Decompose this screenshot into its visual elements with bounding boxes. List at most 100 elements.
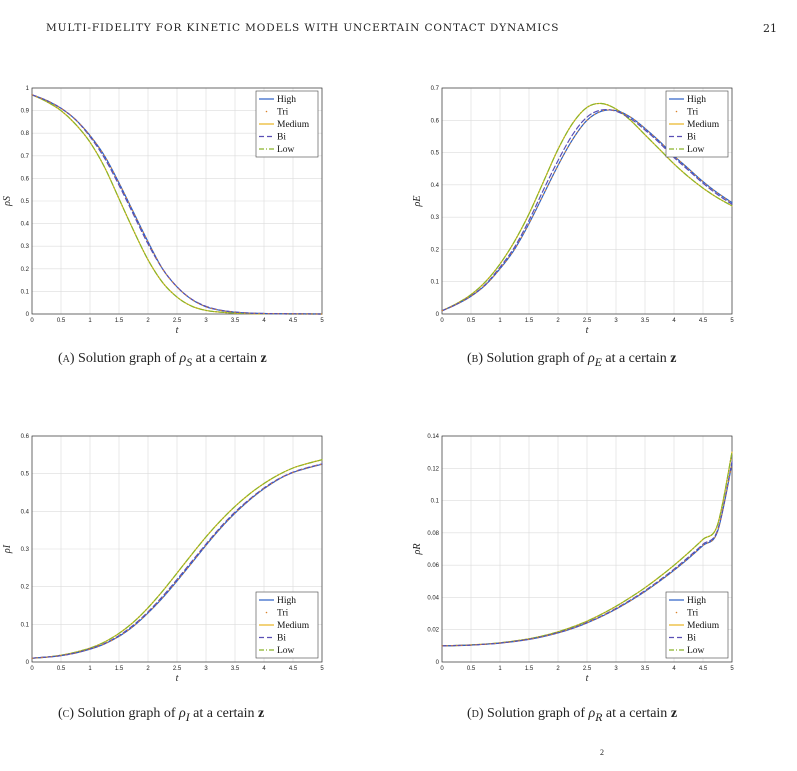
- plot-frame: [441, 435, 733, 663]
- legend-label-tri: Tri: [277, 609, 289, 619]
- y-tick-label: 0.7: [21, 154, 30, 160]
- chart-rho-r: 0 0.5 1 1.5 2 2.5 3 3.5 4 4.5 5 0 0.02 0.04 0.06 0.08 0.…: [412, 434, 734, 684]
- y-tick-label: 0.1: [431, 499, 440, 505]
- footer-fragment: 2: [600, 748, 604, 757]
- caption-text: Solution graph of: [487, 706, 586, 721]
- caption-label: (d): [467, 706, 484, 721]
- x-tick-label: 4: [672, 318, 676, 324]
- legend-label-low: Low: [687, 646, 705, 656]
- series-line-low: [31, 459, 323, 659]
- x-tick-label: 1: [88, 666, 92, 672]
- legend-label-bi: Bi: [687, 634, 696, 644]
- figure-panel-d: 0 0.5 1 1.5 2 2.5 3 3.5 4 4.5 5 0 0.02 0.04 0.06 0.08 0.…: [410, 428, 750, 748]
- legend-label-medium: Medium: [687, 120, 720, 130]
- x-tick-label: 0: [30, 666, 34, 672]
- x-tick-label: 1: [498, 666, 502, 672]
- y-tick-label: 0.4: [21, 509, 30, 515]
- series-line-tri: [31, 463, 323, 659]
- caption-text-after: at a certain: [195, 351, 258, 366]
- plot-frame: [441, 87, 733, 315]
- y-tick-label: 0.14: [427, 434, 439, 440]
- page-number: 21: [763, 22, 777, 35]
- y-axis-label: ρR: [412, 544, 423, 556]
- x-tick-label: 4.5: [699, 318, 708, 324]
- y-tick-label: 0: [436, 312, 440, 318]
- legend-label-medium: Medium: [277, 621, 310, 631]
- caption-text: Solution graph of: [486, 351, 585, 366]
- caption-bold: z: [258, 706, 265, 721]
- y-tick-label: 0.06: [427, 563, 439, 569]
- legend-label-bi: Bi: [277, 634, 286, 644]
- caption-subscript: I: [185, 710, 190, 724]
- plot-frame: [31, 87, 323, 315]
- caption-bold: z: [670, 351, 677, 366]
- y-tick-label: 0.7: [431, 86, 440, 92]
- caption-text-after: at a certain: [193, 706, 255, 721]
- x-tick-label: 1.5: [525, 666, 534, 672]
- x-tick-label: 3.5: [231, 318, 240, 324]
- series-line-bi: [441, 108, 733, 312]
- x-tick-label: 1.5: [525, 318, 534, 324]
- y-tick-label: 0.2: [21, 267, 30, 273]
- x-tick-label: 0: [440, 666, 444, 672]
- y-tick-label: 0.1: [431, 280, 440, 286]
- x-tick-label: 2: [146, 666, 150, 672]
- running-header: MULTI-FIDELITY FOR KINETIC MODELS WITH U…: [0, 22, 797, 38]
- caption-subscript: S: [186, 355, 193, 369]
- y-tick-label: 0: [26, 312, 30, 318]
- x-tick-label: 3: [204, 666, 208, 672]
- legend-swatch-tri: [675, 611, 678, 614]
- x-tick-label: 5: [320, 318, 324, 324]
- y-tick-label: 0: [26, 660, 30, 666]
- legend-box: [255, 90, 319, 158]
- x-tick-label: 1.5: [115, 666, 124, 672]
- caption-label: (c): [58, 706, 74, 721]
- x-tick-label: 2.5: [583, 318, 592, 324]
- caption-bold: z: [260, 351, 267, 366]
- y-tick-label: 0.5: [431, 151, 440, 157]
- caption-bold: z: [670, 706, 678, 721]
- caption-text: Solution graph of: [78, 351, 177, 366]
- y-tick-label: 0.6: [21, 176, 30, 182]
- x-tick-label: 3.5: [641, 318, 650, 324]
- legend-label-low: Low: [277, 145, 295, 155]
- caption-subscript: R: [595, 710, 603, 724]
- chart-rho-e: 0 0.5 1 1.5 2 2.5 3 3.5 4 4.5 5 0 0.1 0.2 0.3 0.4 0.5 0.6…: [412, 86, 734, 336]
- caption-d: (d) Solution graph of ρR at a certain z: [467, 705, 727, 727]
- plot-frame: [31, 435, 323, 663]
- caption-symbol: ρ: [179, 351, 187, 366]
- x-axis-label: t: [176, 325, 179, 336]
- x-tick-label: 2: [556, 666, 560, 672]
- caption-symbol: ρ: [179, 706, 186, 721]
- y-tick-label: 1: [26, 86, 30, 92]
- x-tick-label: 2.5: [173, 318, 182, 324]
- legend-label-high: High: [277, 95, 296, 105]
- y-tick-label: 0.02: [427, 628, 439, 634]
- y-tick-label: 0.12: [427, 466, 439, 472]
- legend-label-tri: Tri: [687, 108, 699, 118]
- y-tick-label: 0.9: [21, 109, 30, 115]
- legend-label-high: High: [687, 596, 706, 606]
- y-tick-label: 0.1: [21, 289, 30, 295]
- x-tick-label: 0.5: [57, 318, 66, 324]
- x-tick-label: 4: [672, 666, 676, 672]
- legend-swatch-tri: [265, 110, 268, 113]
- caption-subscript: E: [594, 355, 602, 369]
- figure-panel-c: 0 0.5 1 1.5 2 2.5 3 3.5 4 4.5 5 0 0.1 0.2 0.3 0.4 0.5 0.6…: [0, 428, 340, 748]
- x-tick-label: 1.5: [115, 318, 124, 324]
- caption-label: (b): [467, 351, 483, 366]
- caption-symbol: ρ: [588, 706, 596, 721]
- figure-panel-b: 0 0.5 1 1.5 2 2.5 3 3.5 4 4.5 5 0 0.1 0.2 0.3 0.4 0.5 0.6…: [410, 80, 750, 400]
- y-tick-label: 0.04: [427, 595, 439, 601]
- caption-a: (a) Solution graph of ρS at a certain z: [58, 350, 318, 372]
- x-tick-label: 1: [88, 318, 92, 324]
- series-line-low: [441, 102, 733, 312]
- caption-b: (b) Solution graph of ρE at a certain z: [467, 350, 727, 372]
- caption-text: Solution graph of: [77, 706, 176, 721]
- x-tick-label: 5: [730, 666, 734, 672]
- x-tick-label: 2: [556, 318, 560, 324]
- x-tick-label: 1: [498, 318, 502, 324]
- y-tick-label: 0.6: [431, 118, 440, 124]
- legend-label-bi: Bi: [687, 133, 696, 143]
- legend-label-tri: Tri: [687, 609, 699, 619]
